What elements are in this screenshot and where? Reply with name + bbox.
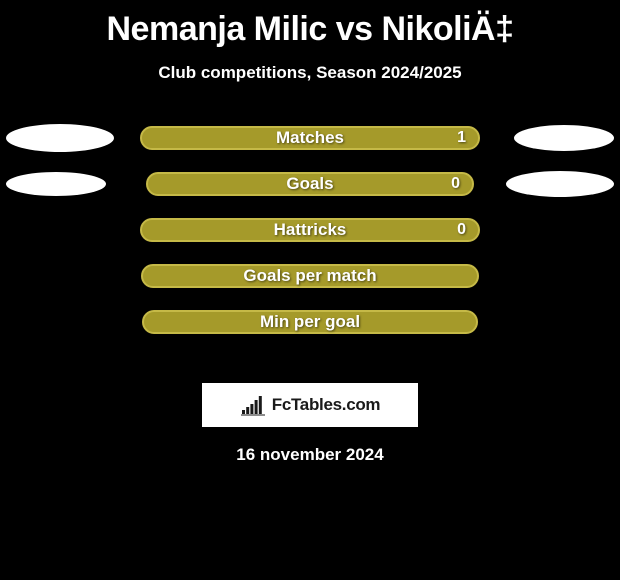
- stat-label: Hattricks: [274, 220, 347, 240]
- stat-bar-wrap: Hattricks 0: [140, 218, 480, 242]
- stat-value-right: 0: [451, 175, 460, 193]
- stat-row: Goals 0: [0, 161, 620, 207]
- player-left-marker: [6, 172, 106, 196]
- stat-row: Matches 1: [0, 115, 620, 161]
- stat-label: Goals per match: [243, 266, 376, 286]
- stat-bar-wrap: Min per goal: [140, 310, 480, 334]
- player-left-marker: [6, 124, 114, 152]
- brand-box: FcTables.com: [202, 383, 418, 427]
- stat-row: Goals per match: [0, 253, 620, 299]
- page-title: Nemanja Milic vs NikoliÄ‡: [0, 0, 620, 49]
- stat-bar-wrap: Goals 0: [140, 172, 480, 196]
- stat-row: Hattricks 0: [0, 207, 620, 253]
- stat-bar: Matches 1: [140, 126, 480, 150]
- stat-label: Min per goal: [260, 312, 360, 332]
- player-right-marker: [514, 125, 614, 151]
- stat-bar: Goals per match: [141, 264, 479, 288]
- stat-value-right: 0: [457, 221, 466, 239]
- stat-bar: Min per goal: [142, 310, 478, 334]
- stat-value-right: 1: [457, 129, 466, 147]
- date-line: 16 november 2024: [0, 445, 620, 465]
- brand-text: FcTables.com: [272, 395, 381, 415]
- page-subtitle: Club competitions, Season 2024/2025: [0, 63, 620, 83]
- stat-bar-wrap: Goals per match: [140, 264, 480, 288]
- stat-label: Matches: [276, 128, 344, 148]
- stat-bar-wrap: Matches 1: [140, 126, 480, 150]
- stat-row: Min per goal: [0, 299, 620, 345]
- player-right-marker: [506, 171, 614, 197]
- bar-chart-icon: [240, 394, 266, 416]
- stat-bar: Goals 0: [146, 172, 474, 196]
- stat-bar: Hattricks 0: [140, 218, 480, 242]
- stat-label: Goals: [286, 174, 333, 194]
- stats-area: Matches 1 Goals 0 Hattricks 0 Goals per match M…: [0, 115, 620, 365]
